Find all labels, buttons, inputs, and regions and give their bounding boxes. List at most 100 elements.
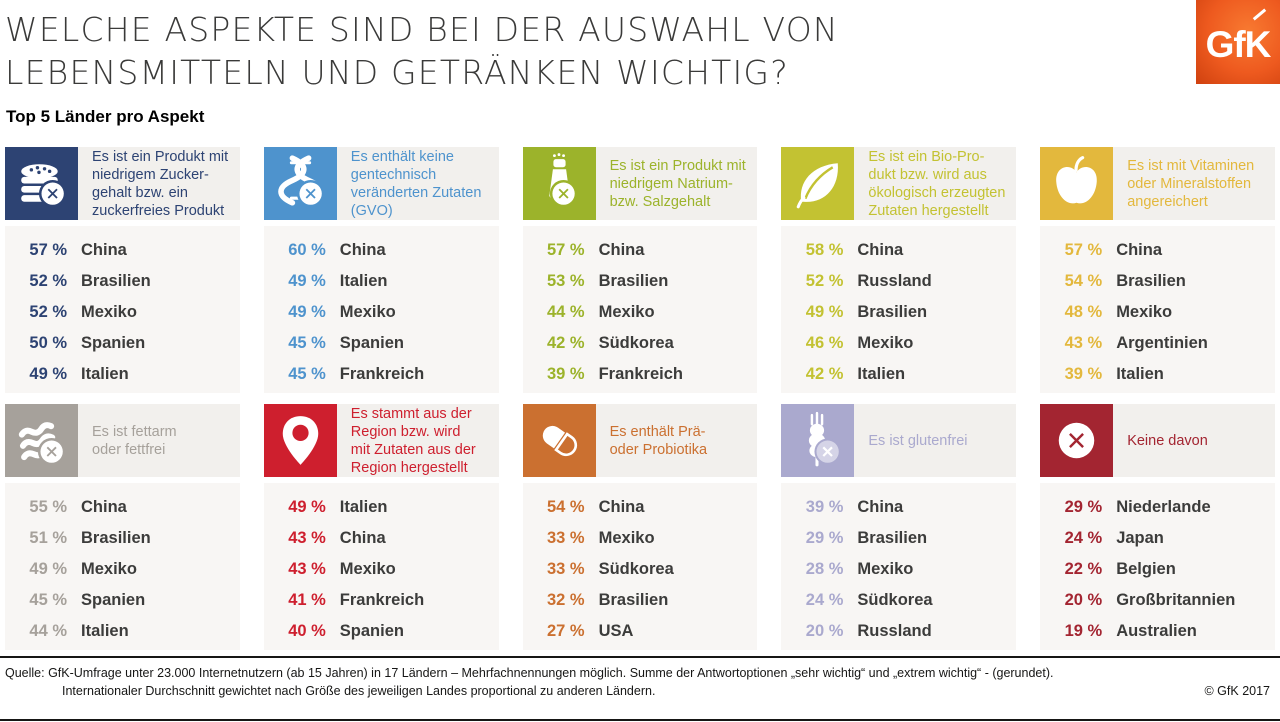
gluten-free-icon [781, 404, 855, 477]
panel-title-box: Keine davon [1113, 404, 1275, 477]
no-gmo-icon [263, 147, 337, 220]
country-row: 43 % Argentinien [1040, 328, 1275, 359]
page-subtitle: Top 5 Länder pro Aspekt [6, 107, 205, 126]
logo-accent-mark [1252, 8, 1267, 21]
country-row: 49 % Italien [5, 359, 240, 390]
country-row: 57 % China [1040, 235, 1275, 266]
entry-country: China [339, 241, 386, 259]
entry-country: Mexiko [857, 334, 914, 352]
panel-list: 39 % China 29 % Brasilien 28 % Mexiko 24… [781, 483, 1017, 650]
aspect-panel-low-sugar: Es ist ein Produkt mit niedrigem Zucker-… [5, 147, 240, 393]
country-row: 20 % Russland [781, 616, 1016, 647]
country-row: 49 % Brasilien [781, 297, 1016, 328]
panel-header: Es ist glutenfrei [781, 404, 1017, 477]
panel-header: Es ist mit Vitaminen oder Mineralstoffen… [1040, 147, 1275, 220]
aspect-panel-vitamins: Es ist mit Vitaminen oder Mineralstoffen… [1040, 147, 1275, 393]
entry-country: Italien [339, 498, 388, 516]
entry-value: 29 % [805, 529, 844, 547]
panel-header: Es ist ein Produkt mit niedrigem Natrium… [522, 147, 758, 220]
entry-country: Russland [857, 622, 932, 640]
country-row: 24 % Südkorea [781, 585, 1016, 616]
entry-value: 54 % [546, 498, 585, 516]
entry-value: 60 % [288, 241, 326, 259]
entry-country: Italien [81, 365, 129, 383]
panel-title-box: Es ist fettarm oder fettfrei [78, 404, 240, 477]
fat-bacon-icon [5, 404, 78, 477]
panel-list: 58 % China 52 % Russland 49 % Brasilien … [781, 226, 1017, 393]
country-row: 22 % Belgien [1040, 554, 1275, 585]
entry-country: Spanien [339, 334, 404, 352]
country-row: 42 % Südkorea [523, 328, 758, 359]
entry-value: 52 % [29, 272, 67, 290]
panel-title-box: Es ist ein Bio-Pro- dukt bzw. wird aus ö… [854, 147, 1017, 220]
entry-country: Italien [1116, 365, 1164, 383]
panel-header: Es enthält keine gentechnisch veränderte… [263, 147, 499, 220]
entry-country: Brasilien [81, 272, 151, 290]
panel-title-box: Es ist glutenfrei [854, 404, 1017, 477]
entry-country: Frankreich [339, 365, 425, 383]
entry-value: 42 % [546, 334, 585, 352]
entry-country: Brasilien [857, 529, 928, 547]
entry-country: Südkorea [598, 560, 674, 578]
entry-country: USA [598, 622, 634, 640]
gfk-logo: GfK [1196, 0, 1280, 84]
country-row: 45 % Spanien [264, 328, 499, 359]
entry-country: Südkorea [857, 591, 933, 609]
country-row: 27 % USA [523, 616, 758, 647]
entry-country: Brasilien [598, 272, 669, 290]
entry-value: 57 % [546, 241, 585, 259]
country-row: 44 % Italien [5, 616, 240, 647]
entry-country: Niederlande [1116, 498, 1211, 516]
panel-list: 60 % China 49 % Italien 49 % Mexiko 45 %… [263, 226, 499, 393]
country-row: 29 % Niederlande [1040, 492, 1275, 523]
entry-country: Großbritannien [1116, 591, 1236, 609]
entry-value: 49 % [29, 560, 67, 578]
country-row: 39 % Italien [1040, 359, 1275, 390]
entry-country: Russland [857, 272, 932, 290]
vitamins-apple-icon [1040, 147, 1114, 220]
entry-value: 50 % [29, 334, 67, 352]
bottom-rule [0, 718, 1280, 721]
entry-value: 33 % [546, 560, 585, 578]
entry-value: 42 % [805, 365, 844, 383]
panel-header: Es stammt aus der Region bzw. wird mit Z… [263, 404, 499, 477]
country-row: 58 % China [781, 235, 1016, 266]
entry-value: 43 % [288, 529, 326, 547]
aspect-panel-gluten-free: Es ist glutenfrei 39 % China 29 % Brasil… [781, 404, 1017, 650]
panel-list: 57 % China 52 % Brasilien 52 % Mexiko 50… [5, 226, 240, 393]
panel-list: 57 % China 53 % Brasilien 44 % Mexiko 42… [522, 226, 758, 393]
entry-country: Mexiko [598, 303, 655, 321]
panel-list: 57 % China 54 % Brasilien 48 % Mexiko 43… [1040, 226, 1275, 393]
entry-value: 52 % [805, 272, 844, 290]
source-line-2: Internationaler Durchschnitt gewichtet n… [62, 684, 656, 698]
entry-country: Australien [1116, 622, 1197, 640]
source-line-1: Quelle: GfK-Umfrage unter 23.000 Interne… [5, 666, 1054, 680]
country-row: 54 % Brasilien [1040, 266, 1275, 297]
entry-value: 40 % [288, 622, 326, 640]
salt-shaker-icon [522, 147, 596, 220]
country-row: 43 % Mexiko [264, 554, 499, 585]
entry-country: Südkorea [598, 334, 674, 352]
entry-country: China [339, 529, 386, 547]
country-row: 46 % Mexiko [781, 328, 1016, 359]
country-row: 39 % Frankreich [523, 359, 758, 390]
entry-value: 19 % [1064, 622, 1103, 640]
entry-value: 53 % [546, 272, 585, 290]
entry-value: 41 % [288, 591, 326, 609]
country-row: 39 % China [781, 492, 1016, 523]
entry-country: Argentinien [1116, 334, 1208, 352]
panel-list: 55 % China 51 % Brasilien 49 % Mexiko 45… [5, 483, 240, 650]
entry-country: China [1116, 241, 1163, 259]
country-row: 49 % Italien [264, 266, 499, 297]
bio-leaf-icon [781, 147, 855, 220]
entry-country: Brasilien [857, 303, 928, 321]
entry-value: 39 % [805, 498, 844, 516]
aspect-panel-regional: Es stammt aus der Region bzw. wird mit Z… [263, 404, 499, 650]
entry-country: China [598, 498, 645, 516]
entry-value: 57 % [1064, 241, 1103, 259]
panel-list: 49 % Italien 43 % China 43 % Mexiko 41 %… [263, 483, 499, 650]
entry-value: 49 % [288, 303, 326, 321]
panel-title-box: Es ist ein Produkt mit niedrigem Natrium… [595, 147, 758, 220]
entry-country: China [857, 241, 904, 259]
panel-title: Keine davon [1127, 432, 1208, 449]
